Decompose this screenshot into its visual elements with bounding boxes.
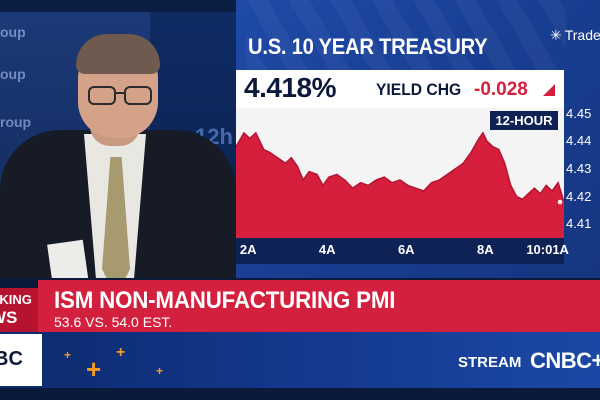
network-name: CNBC+ xyxy=(530,348,600,373)
x-tick-label: 6A xyxy=(397,242,415,257)
y-tick-label: 4.45 xyxy=(566,105,592,121)
presenter-hair xyxy=(76,34,160,74)
y-tick-label: 4.43 xyxy=(566,160,592,176)
yield-line xyxy=(236,131,564,203)
ticker-bar xyxy=(0,332,600,388)
presenter-paper xyxy=(47,239,89,278)
x-tick-label: 8A xyxy=(476,242,494,257)
yield-value: 4.418% xyxy=(244,72,336,103)
plus-icon: + xyxy=(86,354,102,384)
brand-logo: ✳ Trade xyxy=(550,27,600,44)
last-value-marker xyxy=(556,198,564,206)
panel-pattern xyxy=(246,0,566,70)
panel-title: U.S. 10 YEAR TREASURY xyxy=(248,34,488,59)
change-triangle-icon xyxy=(543,84,555,96)
x-axis-band xyxy=(236,238,564,264)
yield-bar: 4.418% YIELD CHG -0.028 xyxy=(236,70,564,108)
network-logo-text: BC xyxy=(0,348,23,370)
breaking-news-tag: AKING WS xyxy=(0,288,38,340)
presenter xyxy=(0,12,236,278)
yield-area xyxy=(236,132,564,238)
y-tick-label: 4.42 xyxy=(566,188,592,204)
y-tick-label: 4.41 xyxy=(566,216,592,232)
brand-name: Trade xyxy=(564,27,600,43)
subline: 53.6 VS. 54.0 EST. xyxy=(54,314,173,330)
breaking-line2: WS xyxy=(0,308,18,327)
plus-icon: + xyxy=(156,364,164,378)
x-tick-label: 10:01A xyxy=(526,242,569,257)
sparkle-icon: ✳ xyxy=(550,27,562,43)
yield-change-label: YIELD CHG xyxy=(376,80,462,99)
stream-label: STREAM xyxy=(458,354,522,371)
network-logo-box: BC xyxy=(0,334,42,386)
headline-bar xyxy=(38,280,600,332)
studio-background-text: oup xyxy=(0,24,26,40)
presenter-video: oup oup roup 12h xyxy=(0,12,236,278)
y-tick-label: 4.44 xyxy=(566,133,592,149)
plus-icon: + xyxy=(64,348,72,362)
studio-background-text: roup xyxy=(0,114,32,130)
yield-chart xyxy=(236,131,564,238)
x-tick-label: 4A xyxy=(318,242,336,257)
x-tick-label: 2A xyxy=(239,242,257,257)
plus-icon: + xyxy=(116,344,126,361)
studio-background-text: oup xyxy=(0,66,26,82)
breaking-line1: AKING xyxy=(0,292,32,307)
bottom-strip xyxy=(0,388,600,400)
glasses-icon xyxy=(88,86,152,105)
headline: ISM NON-MANUFACTURING PMI xyxy=(54,287,396,314)
yield-change-value: -0.028 xyxy=(474,79,528,100)
lower-third: AKING WS ISM NON-MANUFACTURING PMI 53.6 … xyxy=(0,278,600,400)
period-badge: 12-HOUR xyxy=(490,111,558,130)
treasury-panel: U.S. 10 YEAR TREASURY ✳ Trade 4.418% YIEL… xyxy=(236,0,600,278)
